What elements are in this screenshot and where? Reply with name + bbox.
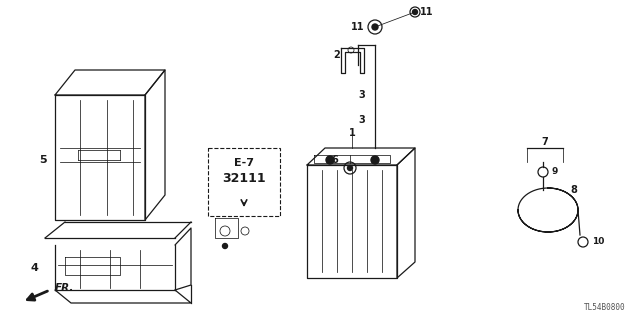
Text: 11: 11 (351, 22, 364, 32)
Text: 9: 9 (551, 167, 557, 176)
Circle shape (413, 10, 417, 14)
Circle shape (223, 243, 227, 249)
Text: 1: 1 (349, 128, 355, 138)
Text: 8: 8 (570, 185, 577, 195)
Text: 10: 10 (592, 238, 604, 247)
Bar (208, 148, 280, 216)
Text: 3: 3 (358, 90, 365, 100)
Text: 11: 11 (420, 7, 433, 17)
Text: 6: 6 (332, 155, 338, 165)
Circle shape (372, 24, 378, 30)
Text: 2: 2 (333, 50, 340, 60)
Circle shape (371, 156, 379, 164)
Text: 7: 7 (541, 137, 548, 147)
Text: E-7: E-7 (234, 158, 254, 168)
Circle shape (326, 156, 334, 164)
Text: 32111: 32111 (222, 172, 266, 184)
Text: 3: 3 (358, 115, 365, 125)
Text: FR.: FR. (55, 283, 74, 293)
Text: TL54B0800: TL54B0800 (584, 303, 625, 312)
Text: 5: 5 (40, 155, 47, 165)
Circle shape (348, 166, 353, 170)
Text: 4: 4 (30, 263, 38, 273)
